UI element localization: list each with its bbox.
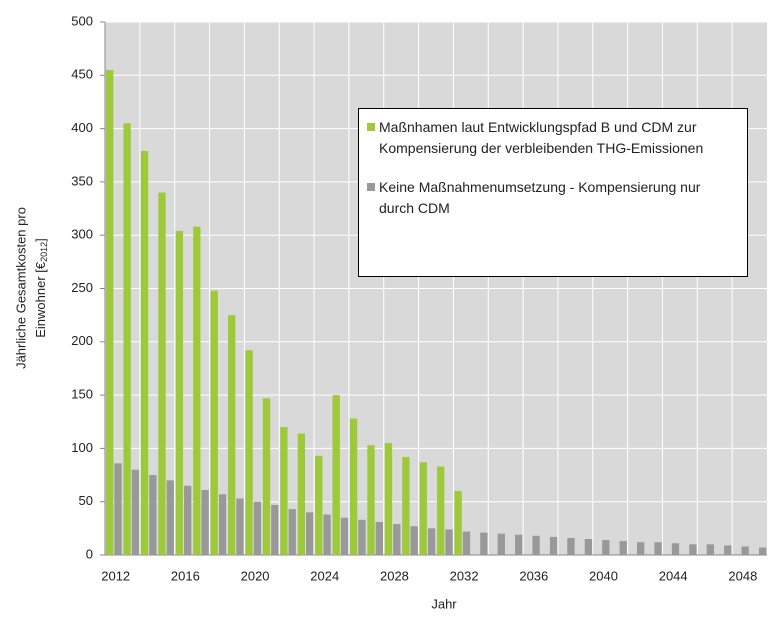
bar xyxy=(393,524,401,555)
y-tick-label: 300 xyxy=(71,227,93,242)
x-tick-label: 2020 xyxy=(241,568,270,583)
bar xyxy=(218,494,227,555)
bar xyxy=(741,546,749,555)
bar xyxy=(402,456,410,555)
bar xyxy=(480,532,488,555)
bar xyxy=(123,123,131,556)
bar xyxy=(297,433,305,555)
bar xyxy=(427,528,436,555)
y-tick-label: 450 xyxy=(71,67,93,82)
y-axis-title-part: Einwohner [€ xyxy=(33,261,48,338)
y-tick-label: 350 xyxy=(71,173,93,188)
bar xyxy=(114,463,122,555)
bar xyxy=(497,533,505,555)
legend: Maßnhamen laut Entwicklungspfad B und CD… xyxy=(358,108,748,277)
y-tick-label: 500 xyxy=(71,13,93,28)
x-tick-label: 2024 xyxy=(310,568,339,583)
bar xyxy=(358,519,366,555)
bar xyxy=(340,517,349,555)
bar xyxy=(236,498,244,555)
y-axis-title-line: Einwohner [€2012] xyxy=(33,238,49,338)
bar xyxy=(280,427,288,555)
y-axis-title-line: Jährliche Gesamtkosten pro xyxy=(13,207,28,369)
x-tick-label: 2044 xyxy=(659,568,688,583)
bar xyxy=(367,445,375,555)
legend-label: Keine Maßnahmenumsetzung - Kompensierung… xyxy=(379,179,701,216)
bar xyxy=(689,544,697,555)
legend-entry: Keine Maßnahmenumsetzung - Kompensierung… xyxy=(367,177,739,219)
bar xyxy=(253,501,262,555)
bar xyxy=(315,455,323,555)
bar xyxy=(636,542,645,555)
x-tick-label: 2036 xyxy=(519,568,548,583)
y-axis-title: Jährliche Gesamtkosten pro Einwohner [€2… xyxy=(13,207,49,369)
bar xyxy=(332,395,340,555)
bar xyxy=(158,192,166,555)
bar xyxy=(149,475,157,555)
bar xyxy=(567,537,575,555)
y-tick-label: 100 xyxy=(71,440,93,455)
x-tick-label: 2012 xyxy=(101,568,130,583)
bar xyxy=(671,543,680,555)
bar xyxy=(271,504,279,555)
bar xyxy=(106,69,114,555)
bar xyxy=(410,526,418,555)
x-tick-label: 2028 xyxy=(380,568,409,583)
legend-swatch xyxy=(367,183,375,191)
y-tick-label: 150 xyxy=(71,387,93,402)
bar xyxy=(305,512,314,555)
bar xyxy=(419,462,427,555)
y-tick-label: 250 xyxy=(71,280,93,295)
bar xyxy=(532,535,540,555)
bar xyxy=(724,545,732,555)
bar xyxy=(288,509,296,555)
bar xyxy=(602,540,610,555)
bar xyxy=(375,521,383,555)
x-axis-title: Jahr xyxy=(431,596,457,611)
bar xyxy=(454,491,462,555)
bar xyxy=(175,230,184,555)
bar xyxy=(445,529,453,555)
legend-label: Maßnhamen laut Entwicklungspfad B und CD… xyxy=(379,119,704,156)
bar xyxy=(262,398,271,555)
y-axis-title-sub: 2012 xyxy=(39,242,49,262)
bar xyxy=(349,418,358,555)
bar xyxy=(210,290,218,555)
x-tick-label: 2016 xyxy=(171,568,200,583)
bar xyxy=(437,466,445,555)
bar xyxy=(227,315,236,555)
x-tick-label: 2040 xyxy=(589,568,618,583)
bar xyxy=(140,150,149,555)
y-tick-label: 200 xyxy=(71,333,93,348)
y-axis-title-part: ] xyxy=(33,238,48,242)
bar xyxy=(619,541,627,555)
bar xyxy=(245,350,253,555)
y-tick-label: 0 xyxy=(86,546,93,561)
bar xyxy=(462,531,471,555)
bar xyxy=(166,480,174,555)
bar xyxy=(515,534,523,555)
bar xyxy=(201,489,209,555)
y-tick-label: 400 xyxy=(71,120,93,135)
bar xyxy=(131,469,140,555)
legend-swatch xyxy=(367,123,375,131)
bar xyxy=(323,514,331,555)
legend-entry: Maßnhamen laut Entwicklungspfad B und CD… xyxy=(367,117,739,159)
bar xyxy=(758,547,767,555)
bar xyxy=(584,539,593,555)
bar xyxy=(549,536,558,555)
bar xyxy=(654,542,662,555)
x-tick-label: 2048 xyxy=(728,568,757,583)
x-tick-label: 2032 xyxy=(450,568,479,583)
bar xyxy=(706,544,714,555)
bar xyxy=(184,485,192,555)
bar xyxy=(193,226,201,555)
bar xyxy=(384,443,393,555)
y-tick-label: 50 xyxy=(79,493,93,508)
